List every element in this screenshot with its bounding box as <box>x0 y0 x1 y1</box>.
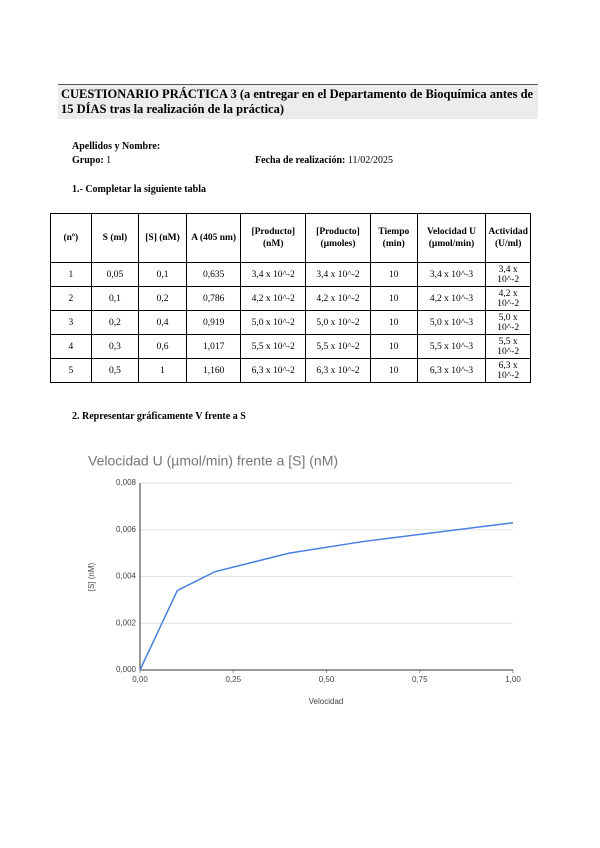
table-cell: 6,3 x 10^-3 <box>416 358 487 383</box>
table-cell: 0,786 <box>185 286 242 311</box>
table-cell: 1 <box>138 358 187 383</box>
table-cell: 4,2 x 10^-3 <box>416 286 487 311</box>
table-row: 3 0,2 0,4 0,919 5,0 x 10^-2 5,0 x 10^-2 10 5,0 … <box>50 310 531 335</box>
table-cell: 0,1 <box>90 286 140 311</box>
table-cell: 1,160 <box>185 358 242 383</box>
date-label: Fecha de realización: <box>255 155 346 166</box>
header-row: (nº) S (ml) [S] (nM) A (405 nm) [Producto] (… <box>50 213 531 263</box>
date-value: 11/02/2025 <box>347 155 394 166</box>
table-cell: 5,5 x 10^-2 <box>240 334 307 359</box>
table-cell: 10 <box>369 334 418 359</box>
table-cell: 4 <box>50 334 92 359</box>
table-cell: 0,05 <box>90 262 140 287</box>
table-cell: 5 <box>50 358 92 383</box>
table-cell: 5,0 x 10^-3 <box>416 310 487 335</box>
table-cell: 0,4 <box>138 310 187 335</box>
header-cell: A (405 nm) <box>185 213 242 263</box>
x-tick-label: 0,25 <box>225 675 241 684</box>
y-tick-label: 0,002 <box>116 618 137 627</box>
table-cell: 3 <box>50 310 92 335</box>
table-cell: 0,635 <box>185 262 242 287</box>
date: Fecha de realización: 11/02/2025 <box>255 155 393 166</box>
data-line <box>139 521 514 671</box>
table-cell: 6,3 x 10^-2 <box>305 358 371 383</box>
x-tick-label: 0,75 <box>412 675 428 684</box>
table-cell: 0,5 <box>90 358 140 383</box>
table-row: 1 0,05 0,1 0,635 3,4 x 10^-2 3,4 x 10^-2 10 3,4… <box>50 262 531 287</box>
chart: Velocidad U (µmol/min) frente a [S] (nM)… <box>87 453 521 706</box>
table-cell: 5,5 x 10^-3 <box>416 334 487 359</box>
table-cell: 4,2 x 10^-2 <box>485 286 531 311</box>
group-value: 1 <box>106 155 112 166</box>
x-axis-label: Velocidad <box>309 697 344 706</box>
table-cell: 0,919 <box>185 310 242 335</box>
group: Grupo: 1 <box>72 155 111 166</box>
header-cell: Actividad (U/ml) <box>485 213 531 263</box>
y-tick-label: 0,008 <box>116 478 137 487</box>
table-cell: 5,0 x 10^-2 <box>305 310 371 335</box>
data-table: (nº) S (ml) [S] (nM) A (405 nm) [Producto] (… <box>50 213 531 383</box>
table-cell: 0,3 <box>90 334 140 359</box>
y-tick-label: 0,004 <box>116 572 137 581</box>
table-cell: 1 <box>50 262 92 287</box>
table-cell: 4,2 x 10^-2 <box>305 286 371 311</box>
x-tick-label: 1,00 <box>505 675 521 684</box>
table-cell: 3,4 x 10^-2 <box>240 262 307 287</box>
table-row: 4 0,3 0,6 1,017 5,5 x 10^-2 5,5 x 10^-2 10 5,5 … <box>50 334 531 359</box>
table-row: 2 0,1 0,2 0,786 4,2 x 10^-2 4,2 x 10^-2 10 4,2 … <box>50 286 531 311</box>
table-cell: 0,1 <box>138 262 187 287</box>
x-tick-label: 0,50 <box>319 675 335 684</box>
table-cell: 6,3 x 10^-2 <box>485 358 531 383</box>
table-cell: 3,4 x 10^-2 <box>305 262 371 287</box>
table-cell: 0,2 <box>90 310 140 335</box>
header-cell: Velocidad U (µmol/min) <box>416 213 487 263</box>
header-cell: S (ml) <box>90 213 140 263</box>
table-cell: 10 <box>369 286 418 311</box>
table-cell: 5,5 x 10^-2 <box>485 334 531 359</box>
table-cell: 3,4 x 10^-2 <box>485 262 531 287</box>
section-title: 2. Representar gráficamente V frente a S <box>72 411 246 422</box>
table-cell: 0,6 <box>138 334 187 359</box>
table-cell: 10 <box>369 310 418 335</box>
header-cell: (nº) <box>50 213 92 263</box>
table-cell: 0,2 <box>138 286 187 311</box>
y-tick-label: 0,000 <box>116 665 137 674</box>
chart-title: Velocidad U (µmol/min) frente a [S] (nM) <box>88 453 338 469</box>
table-cell: 1,017 <box>185 334 242 359</box>
y-tick-label: 0,006 <box>116 525 137 534</box>
table-cell: 6,3 x 10^-2 <box>240 358 307 383</box>
header-cell: Tiempo (min) <box>369 213 418 263</box>
table-cell: 5,5 x 10^-2 <box>305 334 371 359</box>
header-cell: [S] (nM) <box>138 213 187 263</box>
table-cell: 2 <box>50 286 92 311</box>
table-cell: 4,2 x 10^-2 <box>240 286 307 311</box>
table-cell: 5,0 x 10^-2 <box>485 310 531 335</box>
y-axis-label: [S] (nM) <box>87 562 96 591</box>
table-cell: 5,0 x 10^-2 <box>240 310 307 335</box>
table-cell: 10 <box>369 262 418 287</box>
group-label: Grupo: <box>72 155 104 166</box>
table-cell: 10 <box>369 358 418 383</box>
header-cell: [Producto] (nM) <box>240 213 307 263</box>
header-title: CUESTIONARIO PRÁCTICA 3 (a entregar en e… <box>58 84 538 119</box>
header-cell: [Producto] (µmoles) <box>305 213 371 263</box>
table-row: 5 0,5 1 1,160 6,3 x 10^-2 6,3 x 10^-2 10 6,3 x … <box>50 358 531 383</box>
x-tick-label: 0,00 <box>132 675 148 684</box>
section-title: 1.- Completar la siguiente tabla <box>72 184 206 195</box>
table-cell: 3,4 x 10^-3 <box>416 262 487 287</box>
name-label: Apellidos y Nombre: <box>72 141 161 152</box>
